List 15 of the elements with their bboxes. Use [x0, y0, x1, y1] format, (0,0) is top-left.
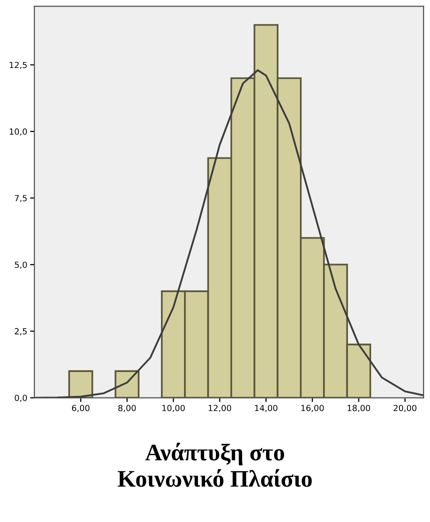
x-tick-label: 14,00	[255, 404, 278, 412]
x-tick-label: 16,00	[301, 404, 324, 412]
x-tick-label: 6,00	[72, 404, 90, 412]
y-tick-label: 7,5	[14, 195, 27, 202]
y-tick-label: 5,0	[14, 262, 27, 269]
x-tick-label: 20,00	[394, 404, 416, 412]
y-tick-label: 0,0	[14, 394, 27, 402]
x-tick-label: 18,00	[348, 404, 370, 412]
y-tick-label: 2,5	[14, 328, 27, 336]
text: Ανάπτυξη στο Κοινωνικό Πλαίσιο	[118, 442, 312, 487]
y-tick-label: 12,5	[10, 62, 27, 69]
x-tick-label: 8,00	[118, 404, 136, 412]
x-tick-label: 10,00	[162, 404, 185, 412]
y-tick-label: 10,0	[10, 128, 27, 136]
x-tick-label: 12,00	[208, 404, 232, 412]
